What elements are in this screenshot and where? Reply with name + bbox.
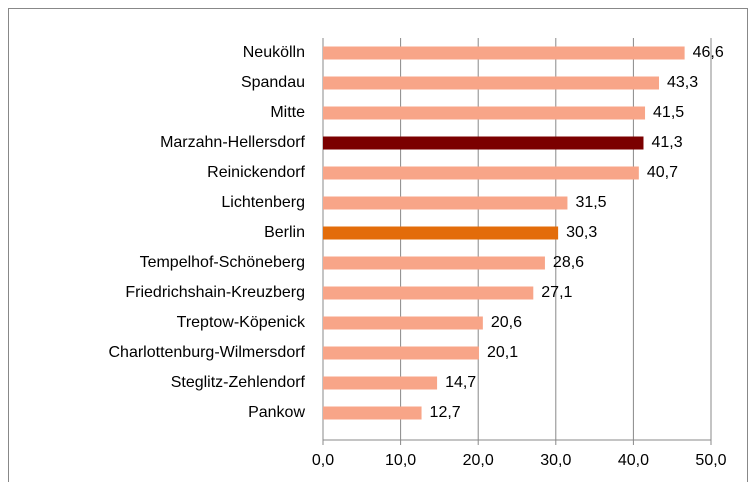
bar [323, 346, 479, 360]
y-tick-label: Pankow [248, 404, 305, 421]
y-tick-label: Tempelhof-Schöneberg [140, 254, 305, 271]
y-tick-label: Neukölln [243, 44, 305, 61]
bar [323, 196, 568, 210]
x-tick-label: 50,0 [695, 452, 726, 469]
value-label: 12,7 [430, 404, 461, 421]
y-tick-label: Marzahn-Hellersdorf [160, 134, 305, 151]
y-tick-label: Mitte [270, 104, 305, 121]
value-label: 14,7 [445, 374, 476, 391]
bar [323, 286, 534, 300]
x-tick-label: 10,0 [385, 452, 416, 469]
value-label: 20,6 [491, 314, 522, 331]
bar [323, 76, 660, 90]
bar [323, 316, 483, 330]
y-tick-label: Charlottenburg-Wilmersdorf [108, 344, 305, 361]
value-label: 30,3 [566, 224, 597, 241]
bar [323, 256, 545, 270]
bar [323, 106, 646, 120]
y-tick-label: Friedrichshain-Kreuzberg [125, 284, 305, 301]
chart-frame [8, 8, 748, 482]
value-label: 46,6 [693, 44, 724, 61]
x-tick-label: 40,0 [618, 452, 649, 469]
y-tick-label: Treptow-Köpenick [177, 314, 306, 331]
y-tick-label: Lichtenberg [221, 194, 305, 211]
y-tick-label: Spandau [241, 74, 305, 91]
bar [323, 226, 559, 240]
bar [323, 46, 685, 60]
bar [323, 166, 639, 180]
value-label: 41,5 [653, 104, 684, 121]
value-label: 40,7 [647, 164, 678, 181]
x-tick-label: 0,0 [312, 452, 334, 469]
bar [323, 406, 422, 420]
x-tick-label: 20,0 [463, 452, 494, 469]
value-label: 27,1 [541, 284, 572, 301]
value-label: 28,6 [553, 254, 584, 271]
bar [323, 376, 438, 390]
value-label: 41,3 [651, 134, 682, 151]
value-label: 31,5 [575, 194, 606, 211]
bar [323, 136, 644, 150]
y-tick-label: Reinickendorf [207, 164, 305, 181]
y-tick-label: Berlin [264, 224, 305, 241]
x-tick-label: 30,0 [540, 452, 571, 469]
value-label: 20,1 [487, 344, 518, 361]
value-label: 43,3 [667, 74, 698, 91]
y-tick-label: Steglitz-Zehlendorf [171, 374, 306, 391]
